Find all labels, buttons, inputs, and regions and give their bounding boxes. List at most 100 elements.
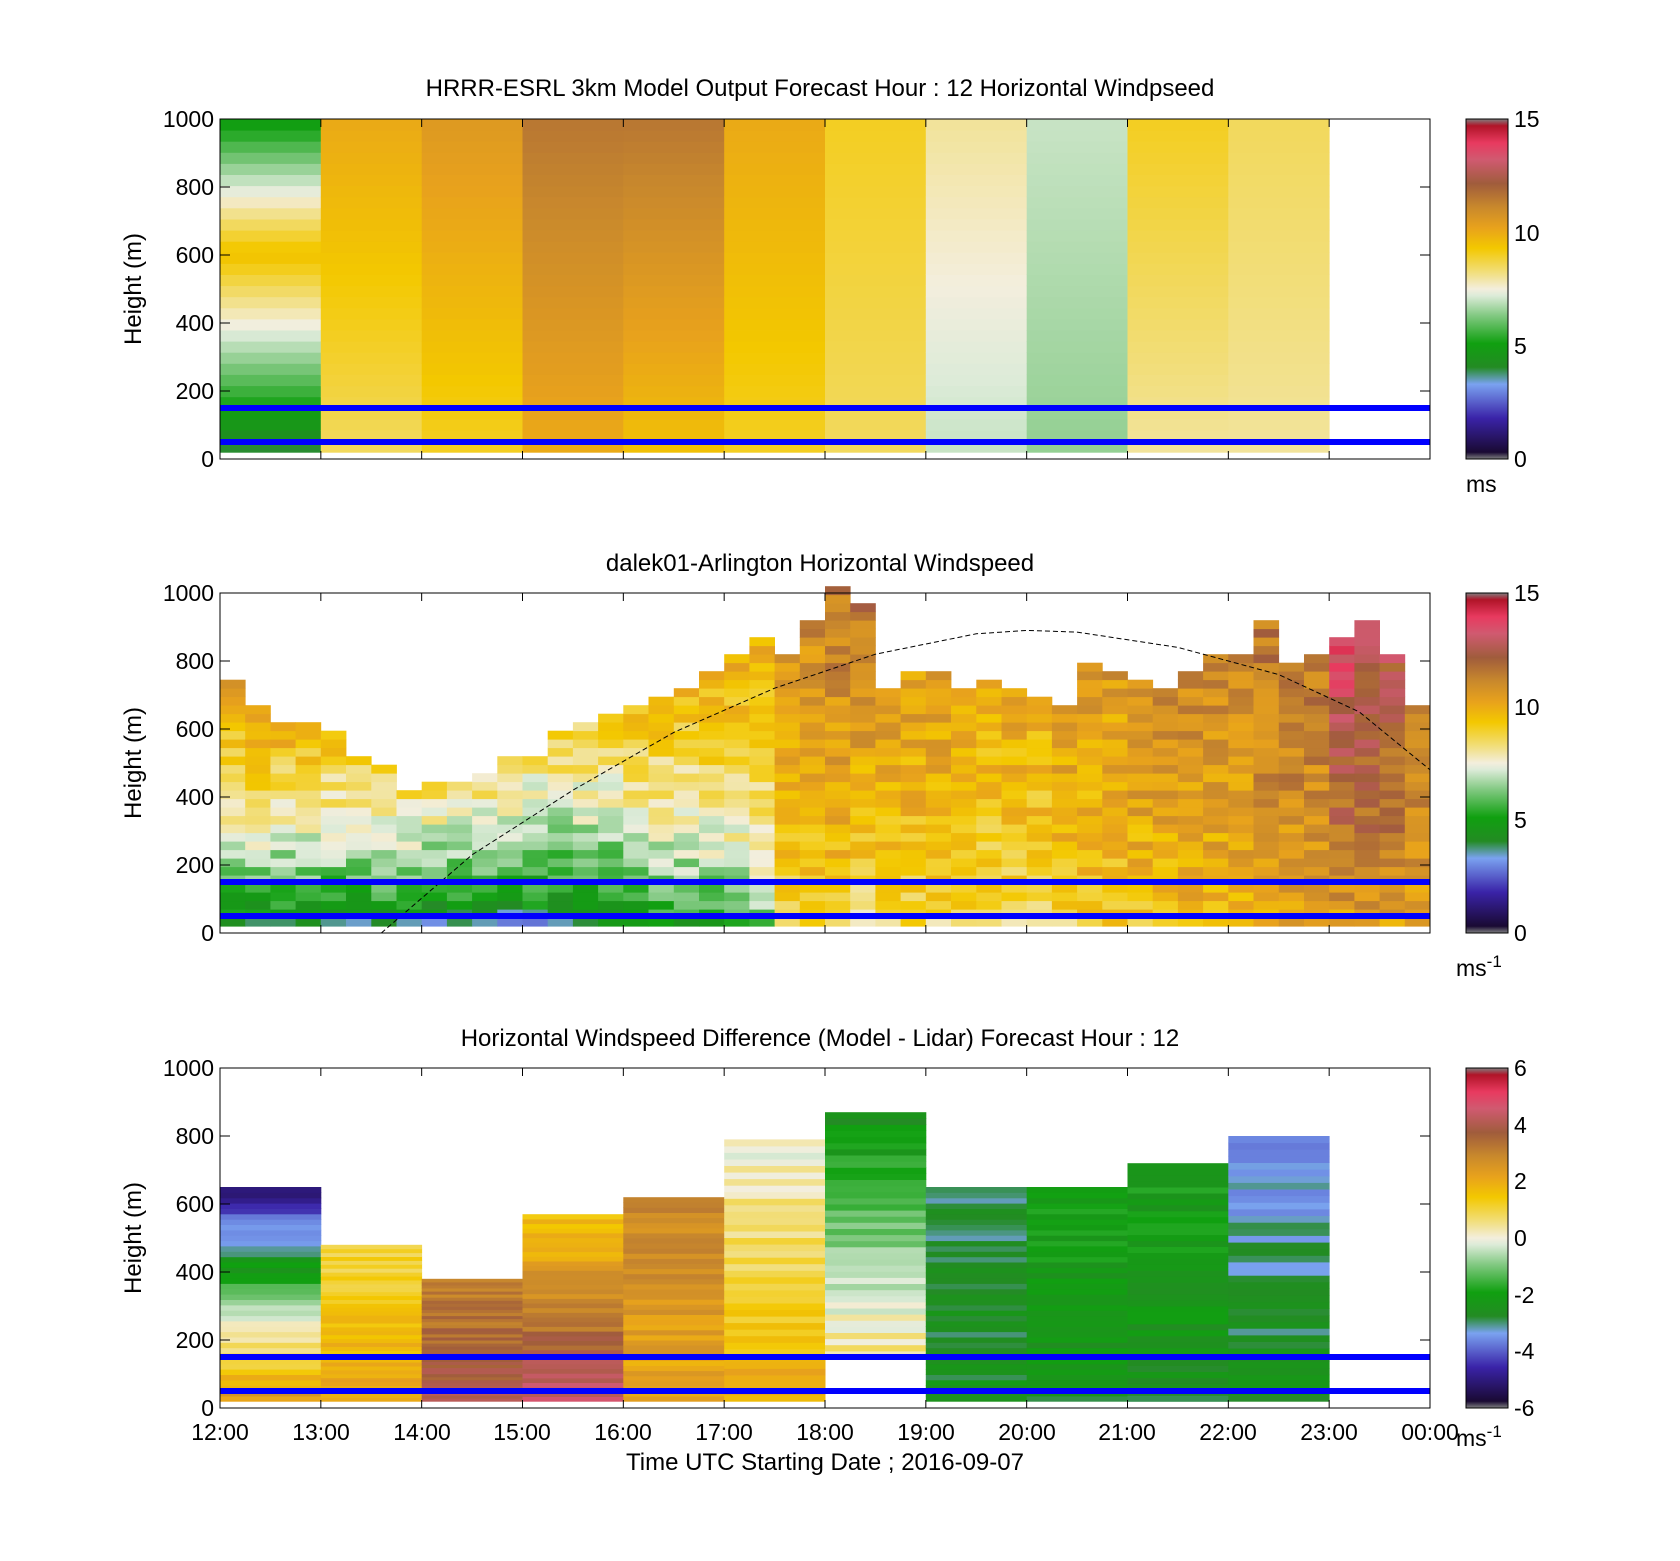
lidar-cell xyxy=(522,756,549,766)
lidar-cell xyxy=(648,917,675,927)
xtick-2300: 23:00 xyxy=(1300,1419,1358,1445)
difference-cell xyxy=(623,1207,725,1213)
lidar-cell xyxy=(1354,764,1380,774)
lidar-cell xyxy=(774,773,801,783)
model-cell xyxy=(1228,418,1330,431)
lidar-cell xyxy=(1001,892,1028,902)
lidar-cell xyxy=(572,722,599,732)
difference-cell xyxy=(825,1222,927,1229)
lidar-cell xyxy=(1354,679,1380,689)
lidar-cell xyxy=(270,798,296,808)
lidar-cell xyxy=(850,713,876,723)
difference-cell xyxy=(623,1294,725,1300)
panel3-cbar-tick-2: 2 xyxy=(1514,1168,1527,1194)
model-cell xyxy=(320,330,423,342)
lidar-cell xyxy=(371,841,397,851)
lidar-cell xyxy=(623,747,649,757)
lidar-cell xyxy=(1001,764,1028,774)
model-cell xyxy=(220,230,322,242)
lidar-cell xyxy=(699,849,725,859)
lidar-cell xyxy=(799,620,826,630)
difference-cell xyxy=(320,1244,423,1250)
lidar-cell xyxy=(900,705,927,715)
lidar-cell xyxy=(1051,815,1078,825)
lidar-cell xyxy=(295,756,322,766)
lidar-cell xyxy=(220,790,246,800)
difference-cell xyxy=(1228,1295,1330,1303)
lidar-cell xyxy=(1127,832,1154,842)
lidar-cell xyxy=(320,815,347,825)
lidar-cell xyxy=(1329,637,1355,647)
lidar-cell xyxy=(547,756,574,766)
difference-cell xyxy=(1127,1347,1229,1355)
panel2-ticks xyxy=(219,592,1431,934)
difference-cell xyxy=(825,1216,927,1223)
lidar-cell xyxy=(825,849,851,859)
difference-cell xyxy=(522,1396,624,1402)
lidar-cell xyxy=(976,730,1002,740)
lidar-cell xyxy=(1051,832,1078,842)
difference-cell xyxy=(320,1350,423,1355)
model-cell xyxy=(1228,318,1330,331)
lidar-cell xyxy=(623,849,649,859)
lidar-cell xyxy=(1329,705,1355,715)
lidar-cell xyxy=(1253,824,1280,834)
lidar-cell xyxy=(1304,858,1330,868)
lidar-cell xyxy=(749,713,775,723)
lidar-cell xyxy=(1304,747,1330,757)
lidar-cell xyxy=(320,807,347,817)
lidar-cell xyxy=(1026,739,1053,749)
difference-cell xyxy=(1127,1222,1229,1230)
model-cell xyxy=(1026,185,1128,198)
lidar-cell xyxy=(799,637,826,647)
difference-cell xyxy=(724,1361,826,1369)
lidar-cell xyxy=(925,764,952,774)
lidar-cell xyxy=(1228,866,1254,876)
lidar-cell xyxy=(472,917,498,927)
difference-cell xyxy=(623,1360,725,1366)
lidar-cell xyxy=(875,739,901,749)
model-cell xyxy=(220,430,322,442)
difference-cell xyxy=(825,1344,927,1352)
lidar-cell xyxy=(598,781,624,791)
lidar-cell xyxy=(1354,730,1380,740)
lidar-cell xyxy=(572,900,599,910)
lidar-cell xyxy=(1404,764,1431,774)
lidar-cell xyxy=(1152,866,1179,876)
difference-cell xyxy=(522,1298,624,1304)
model-cell xyxy=(1127,296,1229,309)
lidar-cell xyxy=(1228,739,1254,749)
model-cell xyxy=(724,263,826,275)
lidar-cell xyxy=(799,807,826,817)
lidar-cell xyxy=(598,815,624,825)
panel2-ytick-800: 800 xyxy=(176,648,214,674)
lidar-cell xyxy=(623,807,649,817)
lidar-cell xyxy=(346,824,372,834)
lidar-cell xyxy=(1228,773,1254,783)
lidar-cell xyxy=(396,815,423,825)
lidar-cell xyxy=(245,824,271,834)
model-cell xyxy=(220,219,322,231)
lidar-cell xyxy=(497,781,523,791)
lidar-cell xyxy=(850,645,876,655)
lidar-cell xyxy=(925,807,952,817)
model-cell xyxy=(1127,174,1229,187)
model-cell xyxy=(1127,396,1229,409)
difference-cell xyxy=(724,1172,826,1180)
lidar-cell xyxy=(724,739,750,749)
lidar-cell xyxy=(976,832,1002,842)
difference-cell xyxy=(320,1303,423,1308)
model-cell xyxy=(220,274,322,287)
lidar-cell xyxy=(1152,756,1179,766)
lidar-cell xyxy=(1001,773,1028,783)
lidar-cell xyxy=(749,764,775,774)
lidar-cell xyxy=(774,824,801,834)
lidar-cell xyxy=(1354,756,1380,766)
model-cell xyxy=(1026,152,1128,164)
lidar-cell xyxy=(951,798,977,808)
lidar-cell xyxy=(1077,730,1103,740)
lidar-cell xyxy=(623,832,649,842)
difference-cell xyxy=(1228,1155,1330,1163)
lidar-cell xyxy=(925,696,952,706)
lidar-cell xyxy=(295,739,322,749)
